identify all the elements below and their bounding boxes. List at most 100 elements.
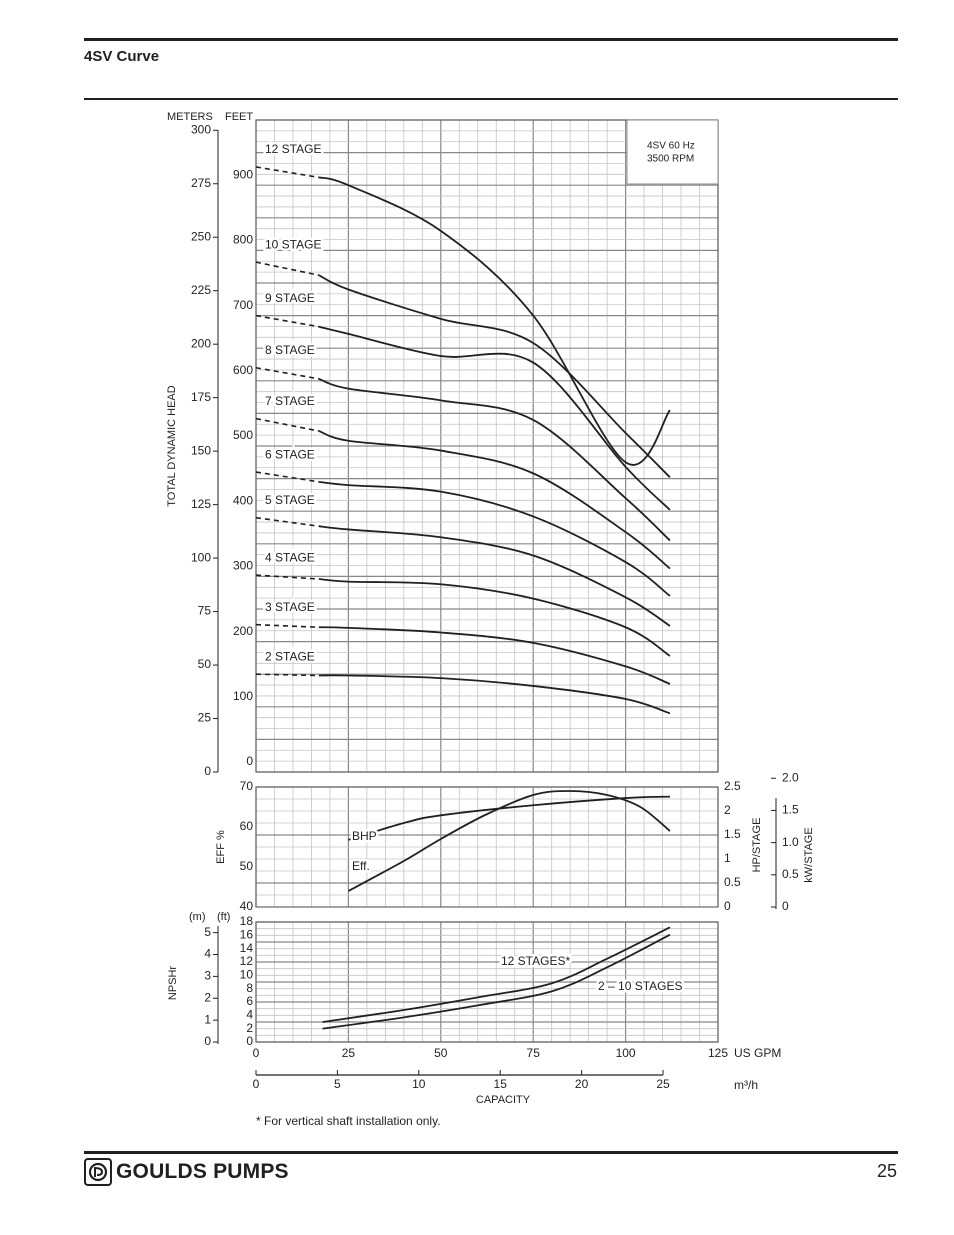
hp-tick-label: 0	[724, 899, 731, 913]
curve-dashed-1	[255, 261, 319, 276]
npsh-m-tick-label: 2	[204, 990, 211, 1004]
feet-tick-label: 200	[233, 624, 253, 638]
bottom-rule	[84, 1151, 898, 1154]
meters-tick-label: 275	[191, 176, 211, 190]
info-box	[626, 119, 719, 185]
stage-label: 6 STAGE	[265, 447, 315, 461]
m3h-tick-label: 20	[575, 1077, 589, 1091]
gpm-tick-label: 25	[342, 1046, 356, 1060]
gpm-tick-label: 50	[434, 1046, 448, 1060]
curve-dashed-0	[255, 166, 319, 179]
npsh-ft-tick-label: 0	[246, 1034, 253, 1048]
eff-label: Eff.	[352, 859, 370, 873]
feet-tick-label: 900	[233, 167, 253, 181]
eff-tick-label: 60	[240, 819, 254, 833]
y-axis-label-head: TOTAL DYNAMIC HEAD	[166, 385, 178, 506]
curve-dashed-6	[255, 516, 319, 527]
head-grid-frame	[255, 119, 719, 773]
npsh-unit-ft: (ft)	[217, 911, 230, 923]
kw-tick-label: 0	[782, 899, 789, 913]
meters-tick-label: 25	[198, 711, 212, 725]
npsh-ft-tick-label: 16	[240, 928, 254, 942]
footnote: * For vertical shaft installation only.	[256, 1114, 441, 1128]
stage-label: 3 STAGE	[265, 600, 315, 614]
stage-label: 9 STAGE	[265, 291, 315, 305]
meters-tick-label: 100	[191, 550, 211, 564]
stage-label: 8 STAGE	[265, 343, 315, 357]
feet-tick-label: 800	[233, 233, 253, 247]
kw-tick-label: 1.5	[782, 803, 799, 817]
page-number: 25	[876, 1161, 897, 1181]
stage-label: 7 STAGE	[265, 394, 315, 408]
npsh-ft-tick-label: 12	[240, 954, 254, 968]
y-axis-label-npsh: NPSHr	[167, 966, 179, 1001]
npsh-unit-m: (m)	[189, 911, 206, 923]
stage-label: 4 STAGE	[265, 550, 315, 564]
curve-dashed-5	[255, 471, 319, 483]
head-curve-9	[318, 674, 671, 715]
npsh-m-tick-label: 0	[204, 1034, 211, 1048]
npsh-ft-tick-label: 18	[240, 914, 254, 928]
npsh-label-12: 12 STAGES*	[501, 954, 570, 968]
section-title: 4SV Curve	[84, 48, 160, 65]
npsh-ft-tick-label: 2	[246, 1021, 253, 1035]
curve-dashed-7	[255, 574, 319, 580]
top-rule	[84, 38, 898, 41]
hp-tick-label: 1.5	[724, 827, 741, 841]
meters-tick-label: 0	[204, 764, 211, 778]
kw-tick-label: 1.0	[782, 835, 799, 849]
m3h-tick-label: 0	[253, 1077, 260, 1091]
curve-dashed-2	[255, 314, 319, 328]
meters-tick-label: 225	[191, 283, 211, 297]
head-curve-8	[318, 626, 671, 685]
meters-tick-label: 150	[191, 443, 211, 457]
meters-tick-label: 50	[198, 657, 212, 671]
info-box-line1: 4SV 60 Hz	[647, 141, 695, 152]
head-curve-5	[318, 480, 671, 597]
hp-tick-label: 0.5	[724, 875, 741, 889]
title-rule	[84, 98, 898, 100]
bhp-label: BHP	[352, 829, 377, 843]
m3h-tick-label: 25	[656, 1077, 670, 1091]
npsh-m-tick-label: 3	[204, 969, 211, 983]
y-unit-meters: METERS	[167, 111, 213, 123]
feet-tick-label: 400	[233, 493, 253, 507]
stage-label: 10 STAGE	[265, 237, 321, 251]
m3h-tick-label: 10	[412, 1077, 426, 1091]
meters-tick-label: 75	[198, 604, 212, 618]
brand-name: GOULDS PUMPS	[116, 1160, 289, 1183]
y-axis-label-eff: EFF %	[215, 830, 227, 864]
curve-dashed-4	[255, 417, 319, 432]
npsh-m-tick-label: 5	[204, 925, 211, 939]
npsh-ft-tick-label: 6	[246, 994, 253, 1008]
eff-tick-label: 40	[240, 899, 254, 913]
bhp-curve	[348, 795, 670, 841]
kw-axis-label: kW/STAGE	[803, 827, 815, 882]
npsh-ft-tick-label: 8	[246, 981, 253, 995]
feet-tick-label: 0	[246, 754, 253, 768]
hp-axis-label: HP/STAGE	[751, 818, 763, 873]
head-curve-3	[318, 377, 671, 542]
gpm-unit: US GPM	[734, 1046, 781, 1060]
kw-tick-label: 0.5	[782, 867, 799, 881]
gpm-tick-label: 0	[253, 1046, 260, 1060]
y-unit-feet: FEET	[225, 111, 253, 123]
meters-tick-label: 125	[191, 497, 211, 511]
curve-dashed-3	[255, 366, 319, 380]
npsh-ft-tick-label: 14	[240, 941, 254, 955]
hp-tick-label: 2.5	[724, 779, 741, 793]
npsh-m-tick-label: 4	[204, 947, 211, 961]
npsh-grid-frame	[255, 921, 719, 1043]
meters-tick-label: 200	[191, 336, 211, 350]
feet-tick-label: 500	[233, 428, 253, 442]
meters-tick-label: 300	[191, 122, 211, 136]
head-curve-6	[318, 525, 671, 627]
feet-tick-label: 600	[233, 363, 253, 377]
m3h-unit: m³/h	[734, 1078, 758, 1092]
npsh-curve-1	[322, 933, 671, 1030]
m3h-tick-label: 15	[494, 1077, 508, 1091]
head-curve-2	[318, 325, 671, 511]
head-curve-7	[318, 578, 671, 657]
feet-tick-label: 300	[233, 559, 253, 573]
